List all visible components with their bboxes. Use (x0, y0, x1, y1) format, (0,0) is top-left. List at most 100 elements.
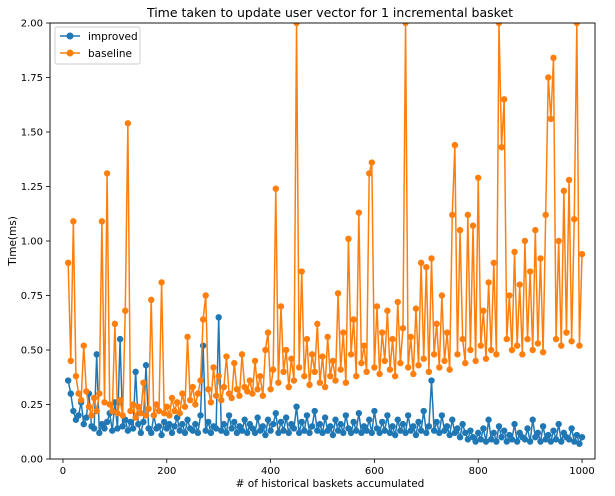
data-point-improved (490, 429, 497, 437)
data-point-improved (475, 429, 482, 437)
data-point-baseline (301, 372, 308, 380)
data-point-baseline (524, 335, 531, 343)
data-point-improved (269, 420, 277, 428)
data-point-baseline (469, 222, 477, 229)
data-point-baseline (373, 303, 381, 310)
data-point-improved (378, 418, 386, 426)
data-point-baseline (160, 410, 168, 417)
data-point-improved (114, 425, 121, 432)
data-point-baseline (96, 390, 103, 397)
data-point-improved (420, 407, 427, 415)
data-point-baseline (70, 218, 77, 225)
data-point-baseline (490, 259, 497, 266)
legend-marker-baseline (66, 49, 74, 57)
data-point-baseline (467, 346, 474, 354)
x-tick-label: 600 (365, 466, 384, 477)
data-point-improved (308, 423, 316, 430)
data-point-improved (459, 420, 466, 428)
data-point-baseline (179, 390, 186, 397)
data-point-improved (228, 425, 235, 432)
data-point-improved (306, 429, 313, 437)
x-tick-label: 400 (261, 466, 280, 477)
data-point-baseline (267, 386, 274, 393)
data-point-improved (436, 429, 443, 437)
data-point-baseline (275, 379, 282, 386)
data-point-improved (363, 427, 370, 434)
data-point-improved (511, 420, 518, 428)
data-point-improved (311, 407, 318, 415)
data-point-baseline (547, 115, 555, 123)
data-point-baseline (98, 218, 106, 225)
data-point-improved (251, 429, 259, 437)
data-point-baseline (90, 394, 98, 402)
data-point-baseline (80, 342, 87, 349)
data-point-baseline (417, 259, 425, 266)
data-point-baseline (303, 335, 311, 343)
series-baseline (64, 23, 586, 421)
y-tick-label: 0.25 (21, 400, 43, 411)
data-point-baseline (345, 235, 352, 243)
data-point-improved (127, 418, 134, 426)
x-axis-ticks: 0 200 400 600 800 1000 (60, 459, 595, 477)
data-point-baseline (246, 377, 254, 384)
data-point-baseline (285, 383, 292, 391)
data-point-improved (290, 425, 298, 432)
data-point-baseline (238, 351, 246, 358)
data-point-baseline (249, 390, 256, 397)
data-point-improved (259, 423, 267, 430)
legend: improved baseline (54, 26, 141, 65)
data-point-baseline (181, 403, 189, 410)
data-point-baseline (168, 394, 176, 402)
data-point-improved (482, 438, 490, 445)
data-point-improved (555, 420, 562, 428)
x-axis-label: # of historical baskets accumulated (236, 478, 425, 490)
x-tick-label: 1000 (569, 466, 594, 477)
data-point-improved (404, 412, 412, 419)
data-point-baseline (257, 372, 264, 380)
legend-label-baseline: baseline (88, 48, 132, 60)
data-point-baseline (192, 401, 199, 408)
data-point-improved (275, 429, 282, 437)
data-point-improved (298, 418, 305, 426)
data-point-baseline (148, 296, 155, 304)
data-point-improved (342, 412, 350, 419)
data-point-improved (371, 407, 378, 415)
data-point-improved (397, 427, 404, 434)
data-point-baseline (244, 388, 251, 395)
data-point-baseline (109, 407, 116, 415)
x-tick-label: 0 (60, 466, 66, 477)
data-point-improved (321, 414, 329, 421)
data-point-baseline (498, 144, 505, 151)
data-point-baseline (272, 185, 279, 192)
data-point-improved (295, 429, 303, 437)
data-point-improved (277, 418, 285, 426)
data-point-improved (498, 434, 505, 441)
data-point-improved (438, 412, 446, 419)
y-tick-label: 0.50 (21, 346, 43, 357)
data-point-baseline (568, 338, 575, 345)
data-point-baseline (443, 329, 451, 336)
data-point-baseline (264, 329, 272, 336)
data-point-baseline (116, 396, 124, 404)
data-point-baseline (166, 412, 173, 419)
data-point-improved (155, 423, 163, 430)
data-point-improved (477, 436, 485, 443)
data-point-baseline (77, 396, 85, 404)
data-point-improved (433, 418, 440, 426)
data-point-improved (334, 427, 342, 434)
data-point-baseline (563, 329, 570, 336)
data-point-baseline (202, 292, 209, 299)
data-point-baseline (446, 366, 453, 373)
data-point-improved (500, 427, 508, 434)
data-point-baseline (233, 386, 241, 393)
data-point-improved (399, 420, 407, 428)
data-point-baseline (293, 23, 300, 27)
data-point-improved (140, 418, 147, 426)
data-point-baseline (482, 355, 490, 362)
data-point-baseline (340, 329, 347, 336)
data-point-improved (70, 407, 77, 415)
data-point-improved (464, 436, 472, 443)
data-point-improved (568, 425, 575, 432)
data-point-baseline (526, 268, 534, 275)
data-point-baseline (503, 335, 510, 343)
